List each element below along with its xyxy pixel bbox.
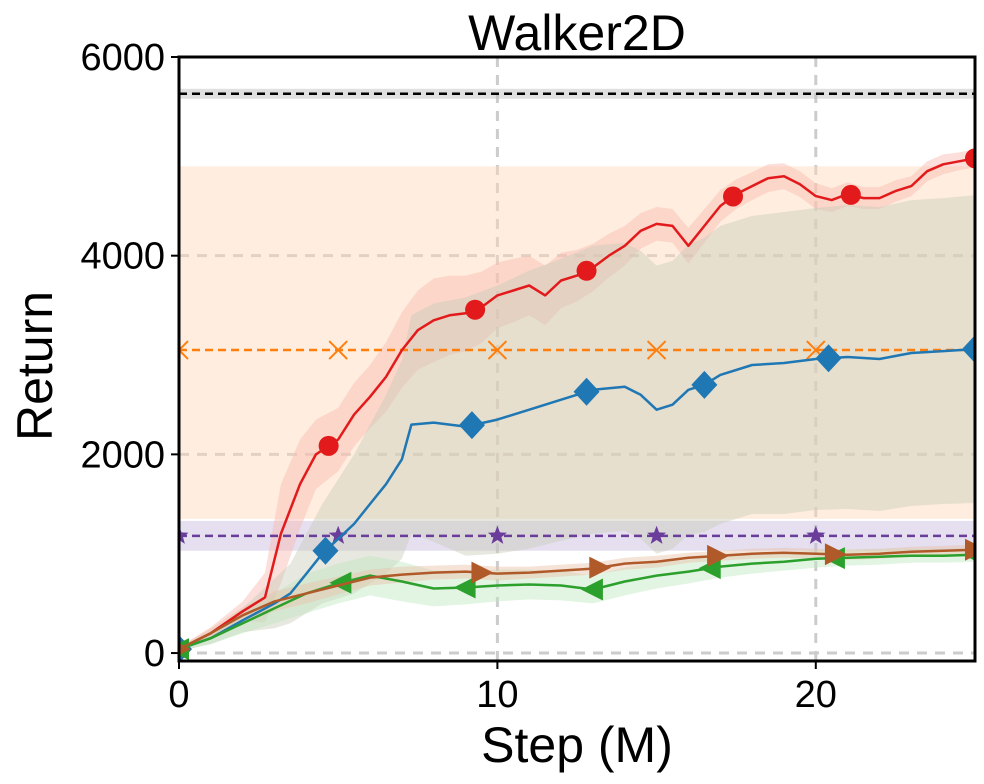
red-method-marker [576,260,597,281]
x-tick-label: 0 [168,674,189,716]
green-method-marker [329,571,352,594]
red-method-marker [465,299,486,320]
blue-method-marker [962,335,975,364]
orange-baseline-marker [487,340,508,360]
blue-method-marker [691,370,718,399]
x-tick-label: 20 [795,674,837,716]
blue-method-marker [458,411,485,440]
brown-method-marker [824,543,847,566]
plot-frame [177,55,977,663]
brown-method-marker [707,544,730,567]
purple-baseline-marker [179,525,189,544]
y-tick-label: 0 [144,633,165,675]
blue-method-marker [815,344,842,373]
red-method-marker [318,435,339,456]
green-method-marker [580,578,603,601]
brown-method-marker [179,643,191,656]
green-method-marker [453,576,476,599]
red-method-marker [840,184,861,205]
x-tick-label: 10 [476,674,518,716]
plot-area [179,88,975,661]
y-tick-label: 2000 [80,434,165,476]
brown-method-marker [589,556,612,579]
x-axis-label: Step (M) [481,717,673,773]
purple-baseline-marker [487,525,507,544]
brown-method-marker [965,538,975,561]
y-axis-label: Return [7,291,63,441]
blue-method-marker [312,536,339,565]
green-method-band [179,547,975,652]
chart-title: Walker2D [468,5,686,61]
orange-baseline-marker [646,340,667,360]
axis-ticks: 0 10 20 0 2000 4000 6000 [80,37,836,716]
blue-method-marker [573,377,600,406]
purple-baseline-marker [328,525,348,544]
orange-baseline-marker [328,340,348,360]
brown-method-marker [471,561,494,584]
blue-method-line [179,347,975,651]
brown-method-band [179,544,975,652]
red-method-marker [965,148,975,169]
y-tick-label: 6000 [80,37,165,79]
y-tick-label: 4000 [80,236,165,278]
grid [179,57,975,661]
purple-baseline-marker [647,525,667,544]
blue-method-band [179,195,975,652]
red-method-marker [723,186,744,207]
orange-baseline-marker [179,340,189,360]
purple-baseline-marker [806,525,826,544]
